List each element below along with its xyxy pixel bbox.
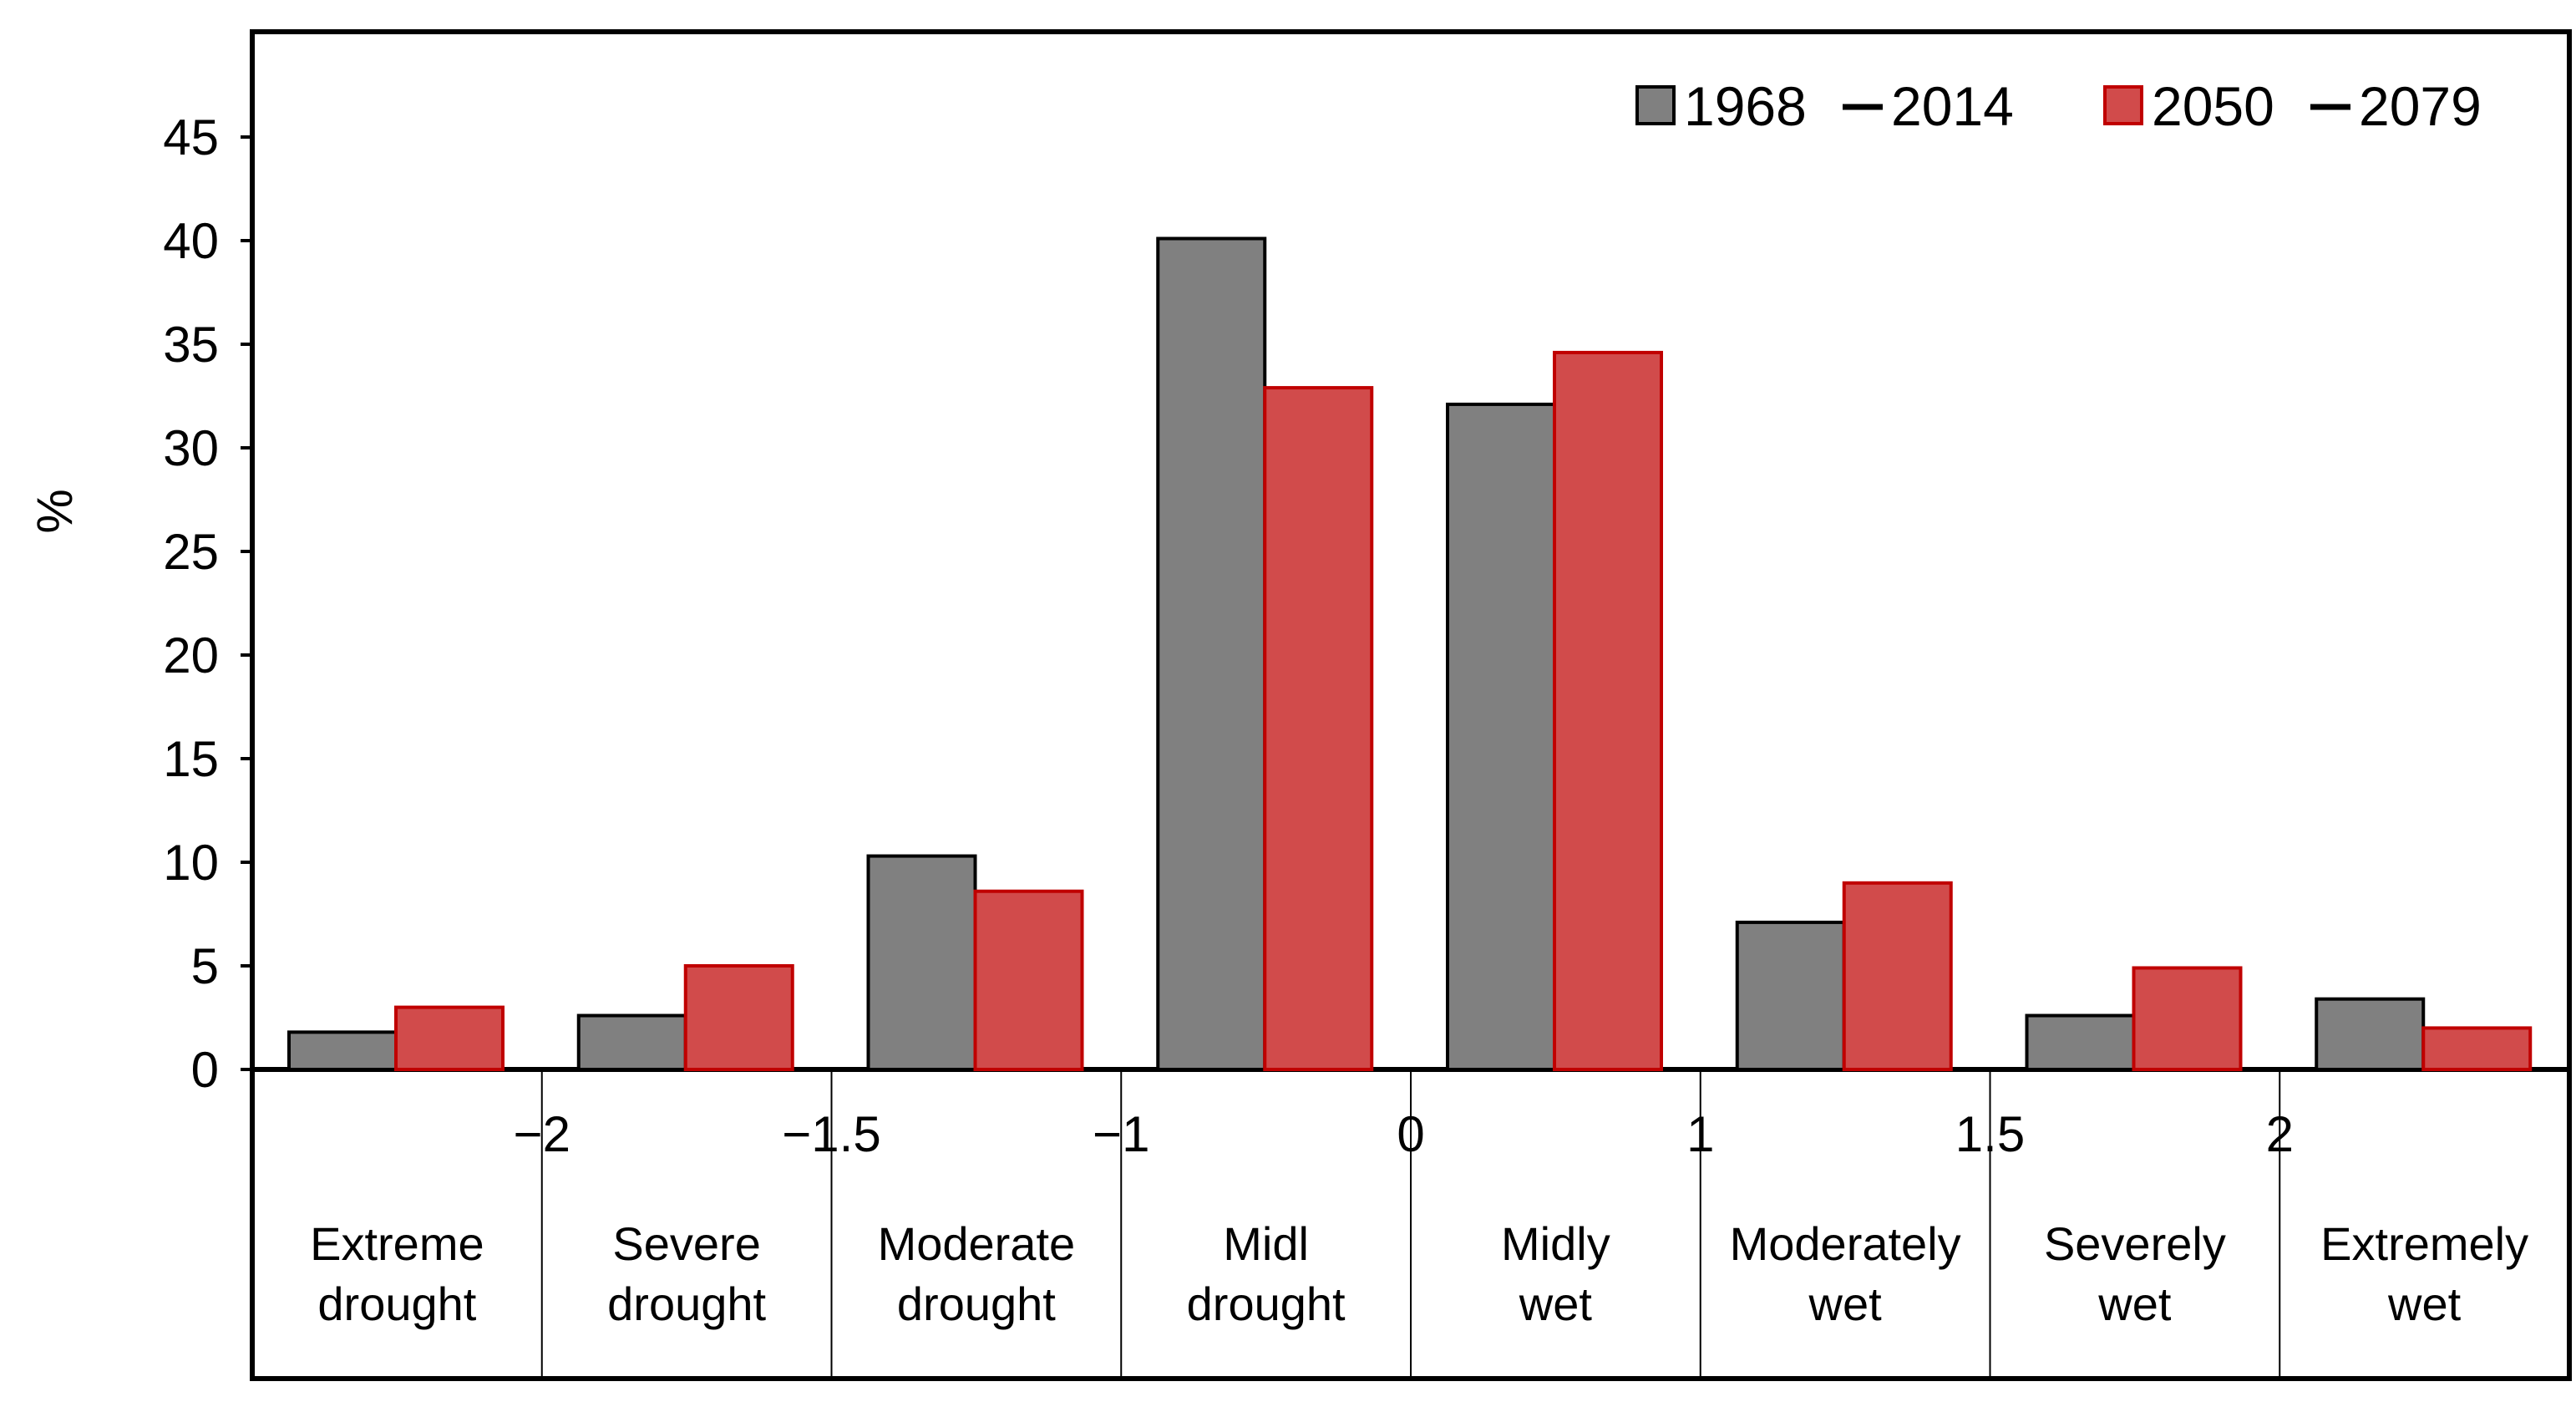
y-tick-label: 15 [163, 731, 219, 787]
legend-series-2-start: 2050 [2152, 75, 2274, 137]
y-tick-label: 20 [163, 627, 219, 683]
bar-series-2-cat-8 [2421, 1026, 2533, 1072]
legend-series-2-end: 2079 [2359, 75, 2482, 137]
category-label: Moderately [1730, 1217, 1961, 1270]
boundary-tick-label: 1.5 [1955, 1106, 2025, 1162]
legend-item-series-1: 1968 2014 [1635, 75, 2014, 137]
bar-series-1-cat-6 [1735, 920, 1846, 1072]
y-tick-label: 45 [163, 109, 219, 165]
legend-swatch-series-2 [2103, 85, 2143, 125]
bar-series-1-cat-3 [866, 854, 977, 1072]
category-label: Moderate [878, 1217, 1076, 1270]
boundary-tick-labels: −2 −1.5 −1 0 1 1.5 2 [514, 1106, 2294, 1162]
category-separators [540, 1069, 2281, 1379]
boundary-tick-label: 0 [1397, 1106, 1424, 1162]
y-tick-label: 35 [163, 317, 219, 373]
boundary-tick-label: −1 [1093, 1106, 1149, 1162]
bars-group [287, 236, 2533, 1072]
bar-series-1-cat-5 [1446, 402, 1556, 1072]
category-label: wet [1808, 1277, 1883, 1330]
bar-series-2-cat-2 [683, 964, 794, 1071]
y-axis: 0 5 10 15 20 25 30 35 40 45 [163, 109, 252, 1098]
category-label: wet [2387, 1277, 2462, 1330]
boundary-tick-label: 2 [2266, 1106, 2294, 1162]
y-axis-label: % [27, 489, 83, 533]
bar-series-2-cat-4 [1263, 386, 1374, 1071]
category-labels: Extreme drought Severe drought Moderate droug… [310, 1217, 2528, 1330]
category-label: drought [897, 1277, 1056, 1330]
category-label: wet [1519, 1277, 1593, 1330]
bar-series-2-cat-6 [1842, 881, 1953, 1072]
legend-swatch-series-1 [1635, 85, 1676, 125]
bar-series-2-cat-5 [1553, 350, 1663, 1072]
category-label: drought [1187, 1277, 1346, 1330]
category-label: drought [607, 1277, 766, 1330]
boundary-tick-label: −1.5 [782, 1106, 880, 1162]
bar-series-1-cat-2 [576, 1013, 687, 1072]
bar-series-2-cat-7 [2132, 966, 2243, 1071]
boundary-tick-label: 1 [1686, 1106, 1714, 1162]
category-label: wet [2097, 1277, 2172, 1330]
bar-series-1-cat-1 [287, 1030, 398, 1071]
category-label: Extreme [310, 1217, 484, 1270]
y-tick-label: 25 [163, 524, 219, 580]
bar-series-1-cat-7 [2025, 1013, 2136, 1072]
bar-series-2-cat-1 [394, 1005, 505, 1071]
category-label: Midly [1501, 1217, 1610, 1270]
category-label: Severely [2044, 1217, 2226, 1270]
legend: 1968 2014 2050 2079 [1635, 75, 2482, 137]
category-label: drought [317, 1277, 476, 1330]
category-label: Extremely [2320, 1217, 2528, 1270]
y-tick-label: 0 [191, 1042, 219, 1098]
category-label: Severe [612, 1217, 760, 1270]
category-label: Midl [1223, 1217, 1309, 1270]
bar-series-1-cat-4 [1156, 236, 1267, 1071]
bar-series-2-cat-3 [973, 889, 1084, 1071]
y-tick-label: 5 [191, 938, 219, 994]
legend-item-series-2: 2050 2079 [2103, 75, 2482, 137]
legend-series-1-start: 1968 [1684, 75, 1807, 137]
bar-series-1-cat-8 [2315, 997, 2426, 1072]
boundary-tick-label: −2 [514, 1106, 570, 1162]
legend-series-1-end: 2014 [1891, 75, 2014, 137]
y-tick-label: 10 [163, 835, 219, 891]
y-tick-label: 30 [163, 420, 219, 476]
y-tick-label: 40 [163, 213, 219, 269]
